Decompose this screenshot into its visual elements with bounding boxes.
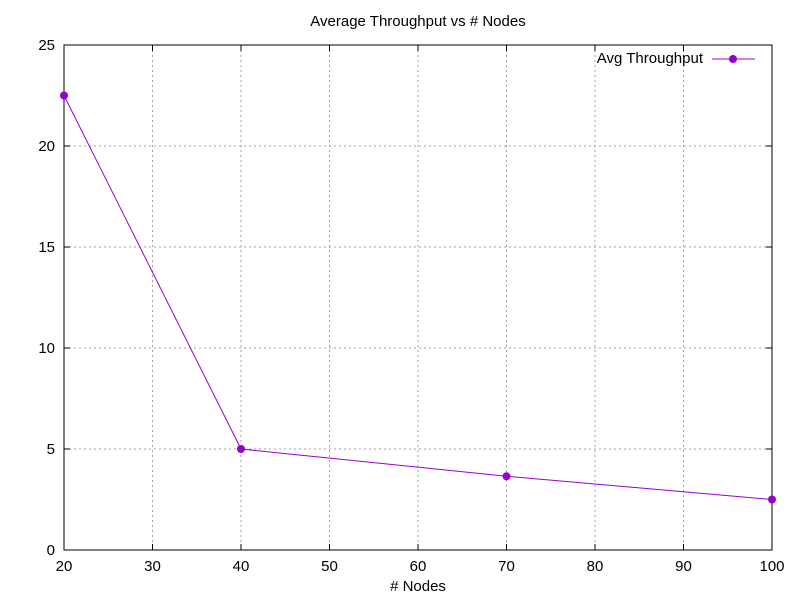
series-line [63, 95, 773, 500]
x-tick-label: 60 [410, 558, 427, 575]
x-axis-label: # Nodes [390, 578, 446, 595]
legend: Avg Throughput [597, 50, 755, 67]
x-tick-label: 40 [233, 558, 250, 575]
y-tick-label: 15 [38, 239, 55, 256]
data-point [237, 445, 245, 453]
y-tick-label: 20 [38, 138, 55, 155]
legend-label: Avg Throughput [597, 50, 704, 67]
x-tick-label: 100 [759, 558, 784, 575]
y-tick-label: 10 [38, 340, 55, 357]
data-point [768, 495, 776, 504]
x-tick-label: 90 [675, 558, 692, 575]
data-point [60, 91, 68, 100]
chart-title: Average Throughput vs # Nodes [310, 13, 525, 30]
grid [64, 45, 772, 550]
x-tick-label: 20 [56, 558, 73, 575]
x-tick-label: 70 [498, 558, 515, 575]
x-tick-label: 50 [321, 558, 338, 575]
x-tick-label: 80 [587, 558, 604, 575]
y-tick-label: 25 [38, 37, 55, 54]
y-tick-label: 5 [47, 441, 55, 458]
x-tick-label: 30 [144, 558, 161, 575]
legend-marker [729, 55, 737, 63]
axis-ticks: 20 30 40 50 60 70 80 90 100 0 5 10 15 20 25 [38, 37, 784, 575]
series [60, 91, 776, 504]
y-tick-label: 0 [47, 542, 55, 559]
data-point [502, 472, 511, 481]
